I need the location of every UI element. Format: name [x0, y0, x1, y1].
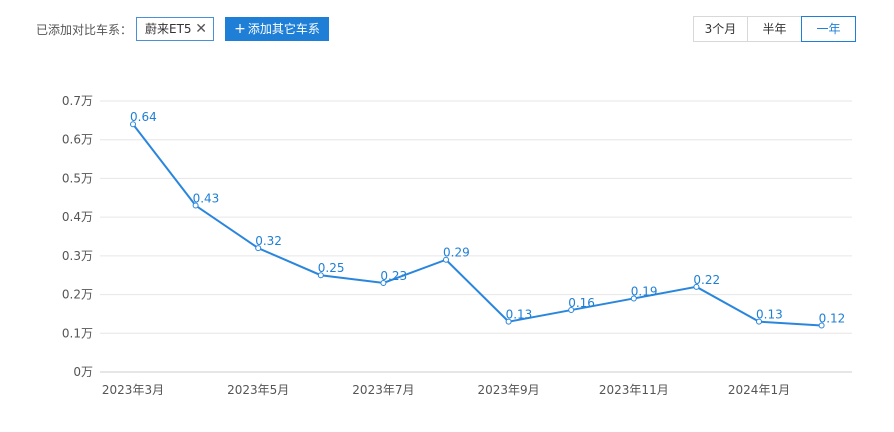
x-tick-label: 2023年9月 [478, 383, 540, 397]
y-tick-label: 0.7万 [62, 94, 93, 108]
data-label: 0.25 [318, 261, 345, 275]
y-tick-label: 0万 [73, 365, 93, 379]
y-tick-label: 0.2万 [62, 288, 93, 302]
data-point [818, 322, 825, 329]
add-series-button[interactable]: + 添加其它车系 [225, 17, 329, 41]
data-label: 0.12 [819, 312, 846, 326]
y-tick-label: 0.4万 [62, 210, 93, 224]
close-icon[interactable]: ✕ [195, 21, 207, 37]
data-label: 0.23 [380, 269, 407, 283]
x-tick-label: 2023年11月 [599, 383, 669, 397]
compare-chip-label: 蔚来ET5 [145, 22, 192, 36]
data-point [630, 295, 637, 302]
data-label: 0.16 [568, 296, 595, 310]
y-tick-label: 0.5万 [62, 171, 93, 185]
add-series-label: 添加其它车系 [247, 22, 320, 36]
data-label: 0.29 [443, 246, 470, 260]
x-tick-label: 2023年5月 [227, 383, 289, 397]
toolbar: 已添加对比车系： 蔚来ET5 ✕ + 添加其它车系 3个月 半年 一年 [0, 0, 894, 60]
data-point [192, 202, 199, 209]
range-3-months-button[interactable]: 3个月 [693, 16, 748, 42]
range-one-year-button[interactable]: 一年 [801, 16, 856, 42]
data-point [756, 318, 762, 325]
data-point [505, 318, 512, 325]
data-point [443, 256, 449, 263]
data-label: 0.22 [693, 273, 720, 287]
compare-chip[interactable]: 蔚来ET5 ✕ [136, 17, 214, 41]
data-label: 0.19 [631, 284, 658, 298]
data-point [380, 279, 387, 286]
y-tick-label: 0.6万 [62, 133, 93, 147]
compare-label: 已添加对比车系： [36, 23, 133, 37]
plus-icon: + [234, 21, 246, 37]
data-point [693, 283, 700, 290]
data-point [130, 121, 136, 128]
range-half-year-button[interactable]: 半年 [747, 16, 802, 42]
sales-line-chart: 0万 0.1万 0.2万 0.3万 0.4万 0.5万 0.6万 0.7万 2023年3月 202… [62, 94, 852, 397]
data-label: 0.13 [756, 308, 783, 322]
series-line [132, 123, 822, 327]
x-tick-label: 2023年7月 [352, 383, 414, 397]
data-label: 0.13 [506, 308, 533, 322]
data-point [317, 272, 324, 279]
data-label: 0.32 [255, 234, 282, 248]
y-tick-label: 0.3万 [62, 249, 93, 263]
data-label: 0.64 [130, 110, 157, 124]
y-tick-label: 0.1万 [62, 326, 93, 340]
data-label: 0.43 [193, 192, 220, 206]
x-tick-label: 2023年3月 [102, 383, 164, 397]
x-tick-label: 2024年1月 [728, 383, 790, 397]
data-point [255, 245, 262, 252]
data-point [568, 307, 575, 314]
